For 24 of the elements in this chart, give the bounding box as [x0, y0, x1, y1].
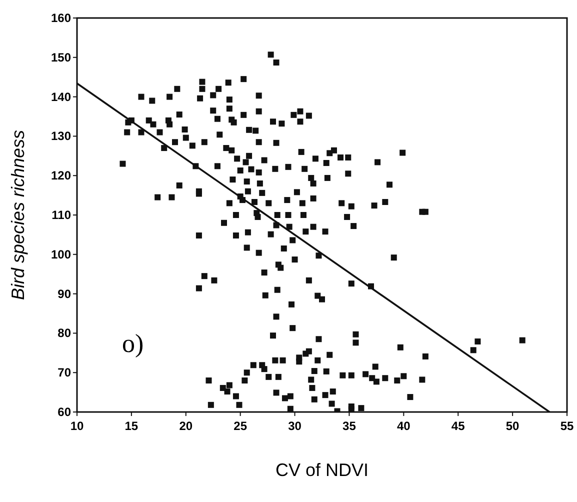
y-tick-label: 70: [58, 366, 72, 380]
x-tick-label: 10: [70, 419, 84, 433]
y-tick-label: 80: [58, 326, 72, 340]
x-tick-label: 40: [396, 419, 411, 433]
y-tick-label: 130: [50, 129, 72, 144]
y-tick-label: 100: [50, 247, 72, 262]
y-tick-label: 60: [58, 405, 72, 419]
y-tick-label: 160: [50, 11, 72, 25]
y-tick-label: 90: [58, 286, 72, 301]
y-tick-label: 140: [50, 90, 72, 104]
y-tick-label: 110: [52, 208, 72, 222]
x-tick-label: 35: [342, 419, 356, 433]
y-tick-label: 150: [50, 50, 72, 64]
x-tick-label: 25: [234, 419, 248, 433]
x-tick-label: 55: [560, 419, 574, 433]
y-axis-title: Bird species richness: [8, 130, 28, 300]
x-tick-label: 15: [124, 419, 138, 433]
x-tick-label: 45: [451, 419, 466, 433]
annotation: o): [122, 329, 144, 358]
x-tick-label: 20: [179, 419, 193, 433]
x-tick-label: 50: [506, 419, 520, 433]
y-tick-label: 120: [50, 168, 72, 183]
x-tick-label: 30: [288, 419, 302, 433]
x-axis-title: CV of NDVI: [275, 460, 369, 480]
